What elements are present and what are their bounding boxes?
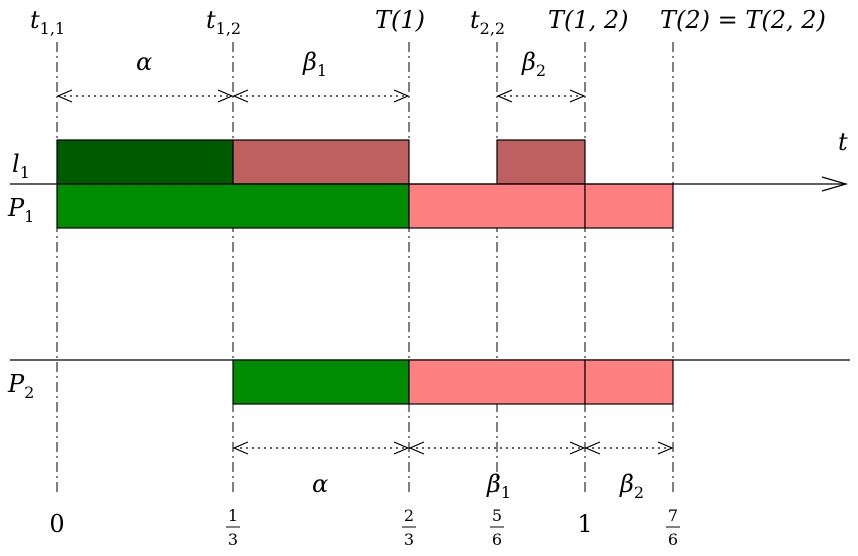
svg-text:1: 1 <box>228 506 238 525</box>
row-label-P2: P2 <box>7 370 34 402</box>
bottom-beta1-arrow-right <box>569 441 586 455</box>
time-axis-arrowhead <box>821 176 849 192</box>
row-label-l1: l1 <box>12 150 30 182</box>
top-beta1-label: β1 <box>302 48 327 80</box>
bottom-beta1-label: β1 <box>486 470 511 502</box>
top-beta1-arrow-right <box>393 89 410 103</box>
p2-bar-light-red-2 <box>584 359 674 405</box>
p1-bar-light-red-1 <box>408 183 586 229</box>
top-beta2-arrow-left <box>496 89 513 103</box>
label-T2: T(2) = T(2, 2) <box>660 6 826 34</box>
bottom-alpha-arrow-right <box>393 441 410 455</box>
top-alpha-arrow-right <box>217 89 234 103</box>
bottom-beta2-label: β2 <box>619 470 644 502</box>
label-t11: t1,1 <box>30 6 65 38</box>
l1-bar-dark-red-2 <box>496 139 586 185</box>
tick-five-sixths: 5 6 <box>490 506 504 549</box>
top-alpha-arrow-left <box>56 89 73 103</box>
bottom-beta2-arrow-left <box>584 441 601 455</box>
l1-bar-dark-green <box>56 139 234 185</box>
label-T1: T(1) <box>375 6 425 34</box>
l1-bar-dark-red-1 <box>232 139 410 185</box>
tick-zero: 0 <box>49 510 64 538</box>
svg-text:6: 6 <box>492 530 502 549</box>
time-axis-label: t <box>838 128 848 156</box>
top-beta2-arrow-right <box>569 89 586 103</box>
label-t12: t1,2 <box>206 6 241 38</box>
bottom-beta2-arrow-right <box>657 441 674 455</box>
p1-bar-light-red-2 <box>584 183 674 229</box>
p1-bar-green <box>56 183 410 229</box>
top-alpha-label: α <box>136 48 152 76</box>
bottom-alpha-arrow-left <box>232 441 249 455</box>
row-label-P1: P1 <box>7 194 34 226</box>
tick-one: 1 <box>577 510 592 538</box>
svg-text:5: 5 <box>492 506 502 525</box>
p2-bar-green <box>232 359 410 405</box>
label-t22: t2,2 <box>470 6 505 38</box>
svg-text:3: 3 <box>228 530 238 549</box>
p2-bar-light-red-1 <box>408 359 586 405</box>
svg-text:7: 7 <box>668 506 678 525</box>
tick-one-third: 1 3 <box>226 506 240 549</box>
top-beta2-label: β2 <box>521 48 546 80</box>
svg-text:6: 6 <box>668 530 678 549</box>
tick-seven-sixths: 7 6 <box>666 506 680 549</box>
bottom-beta1-arrow-left <box>408 441 425 455</box>
svg-text:2: 2 <box>404 506 414 525</box>
top-beta1-arrow-left <box>232 89 249 103</box>
label-T12: T(1, 2) <box>548 6 629 34</box>
tick-two-thirds: 2 3 <box>402 506 416 549</box>
bottom-alpha-label: α <box>312 470 328 498</box>
svg-text:3: 3 <box>404 530 414 549</box>
